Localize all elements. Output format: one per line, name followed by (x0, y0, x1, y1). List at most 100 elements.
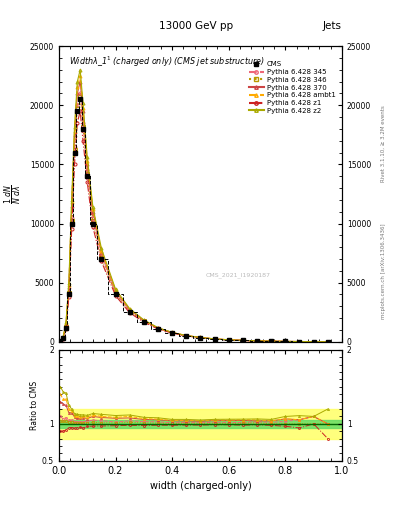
Pythia 6.428 346 (58, 338, 63, 344)
Pythia 6.428 z2 (156, 325, 160, 331)
Pythia 6.428 z1 (85, 179, 90, 185)
Pythia 6.428 345 (85, 167, 90, 174)
Pythia 6.428 345 (283, 338, 288, 345)
Pythia 6.428 z1 (170, 330, 174, 336)
Pythia 6.428 ambt1 (156, 325, 160, 331)
CMS (85, 173, 90, 179)
Pythia 6.428 ambt1 (212, 336, 217, 342)
Pythia 6.428 370 (297, 338, 302, 345)
Pythia 6.428 345 (255, 338, 259, 344)
CMS (325, 338, 330, 345)
Pythia 6.428 346 (283, 338, 288, 345)
Pythia 6.428 370 (72, 132, 77, 138)
Pythia 6.428 z1 (61, 335, 66, 342)
Pythia 6.428 345 (241, 337, 245, 344)
Pythia 6.428 z2 (66, 280, 71, 286)
Pythia 6.428 ambt1 (75, 84, 80, 91)
Pythia 6.428 z2 (75, 78, 80, 84)
Pythia 6.428 346 (90, 218, 95, 224)
Pythia 6.428 370 (85, 161, 90, 167)
Pythia 6.428 z2 (69, 197, 74, 203)
Pythia 6.428 370 (66, 284, 71, 290)
Pythia 6.428 z1 (64, 326, 68, 332)
Pythia 6.428 345 (64, 324, 68, 330)
Legend: CMS, Pythia 6.428 345, Pythia 6.428 346, Pythia 6.428 370, Pythia 6.428 ambt1, P: CMS, Pythia 6.428 345, Pythia 6.428 346,… (249, 61, 336, 114)
Pythia 6.428 z2 (90, 204, 95, 210)
Pythia 6.428 370 (269, 338, 274, 344)
Pythia 6.428 z1 (66, 294, 71, 300)
CMS (170, 330, 174, 336)
Pythia 6.428 z1 (241, 337, 245, 344)
Pythia 6.428 370 (141, 317, 146, 324)
Pythia 6.428 370 (90, 208, 95, 215)
Pythia 6.428 345 (184, 333, 189, 339)
Pythia 6.428 346 (241, 337, 245, 344)
Pythia 6.428 z1 (127, 310, 132, 316)
Pythia 6.428 345 (113, 290, 118, 296)
Pythia 6.428 346 (184, 333, 189, 339)
Pythia 6.428 z2 (58, 338, 63, 344)
Pythia 6.428 z1 (78, 108, 83, 114)
Pythia 6.428 370 (198, 334, 203, 340)
Line: Pythia 6.428 346: Pythia 6.428 346 (59, 95, 329, 343)
Text: mcplots.cern.ch [arXiv:1306.3436]: mcplots.cern.ch [arXiv:1306.3436] (381, 224, 386, 319)
CMS (156, 326, 160, 332)
Pythia 6.428 z2 (141, 317, 146, 323)
Pythia 6.428 z1 (141, 319, 146, 325)
Pythia 6.428 370 (127, 307, 132, 313)
Pythia 6.428 370 (170, 330, 174, 336)
Pythia 6.428 ambt1 (255, 338, 259, 344)
Pythia 6.428 z1 (69, 226, 74, 232)
Pythia 6.428 370 (58, 338, 63, 344)
Pythia 6.428 ambt1 (90, 206, 95, 212)
Pythia 6.428 370 (184, 333, 189, 339)
Pythia 6.428 345 (269, 338, 274, 344)
Pythia 6.428 z1 (311, 338, 316, 345)
CMS (75, 108, 80, 114)
Pythia 6.428 346 (66, 290, 71, 296)
CMS (184, 333, 189, 339)
Pythia 6.428 z2 (113, 286, 118, 292)
Pythia 6.428 ambt1 (269, 338, 274, 344)
Pythia 6.428 z2 (311, 338, 316, 345)
Pythia 6.428 z1 (283, 338, 288, 345)
Line: Pythia 6.428 345: Pythia 6.428 345 (59, 92, 329, 343)
Pythia 6.428 ambt1 (127, 306, 132, 312)
CMS (66, 291, 71, 297)
Pythia 6.428 z1 (113, 292, 118, 298)
Pythia 6.428 346 (325, 338, 330, 345)
Pythia 6.428 345 (72, 143, 77, 150)
Pythia 6.428 345 (81, 120, 85, 126)
Pythia 6.428 z2 (72, 123, 77, 130)
Pythia 6.428 370 (241, 337, 245, 344)
CMS (198, 334, 203, 340)
Pythia 6.428 ambt1 (58, 338, 63, 344)
Line: Pythia 6.428 ambt1: Pythia 6.428 ambt1 (59, 74, 329, 343)
Line: Pythia 6.428 z1: Pythia 6.428 z1 (59, 110, 329, 343)
CMS (99, 256, 104, 262)
Pythia 6.428 346 (64, 324, 68, 330)
Pythia 6.428 346 (226, 337, 231, 343)
Pythia 6.428 z2 (64, 318, 68, 325)
Pythia 6.428 z2 (297, 338, 302, 345)
Pythia 6.428 z1 (226, 337, 231, 343)
Pythia 6.428 345 (325, 338, 330, 345)
CMS (255, 338, 259, 344)
Pythia 6.428 346 (297, 338, 302, 345)
Pythia 6.428 z2 (255, 338, 259, 344)
Pythia 6.428 346 (75, 105, 80, 112)
Pythia 6.428 345 (90, 215, 95, 221)
CMS (81, 126, 85, 132)
CMS (113, 291, 118, 297)
Pythia 6.428 346 (127, 309, 132, 315)
Text: Jets: Jets (323, 20, 342, 31)
Pythia 6.428 370 (81, 108, 85, 114)
Pythia 6.428 345 (78, 90, 83, 96)
CMS (241, 337, 245, 344)
Pythia 6.428 ambt1 (226, 337, 231, 343)
Text: 13000 GeV pp: 13000 GeV pp (160, 20, 233, 31)
CMS (127, 309, 132, 315)
Pythia 6.428 z1 (58, 338, 63, 345)
Pythia 6.428 z2 (212, 336, 217, 342)
Line: Pythia 6.428 370: Pythia 6.428 370 (59, 80, 329, 343)
